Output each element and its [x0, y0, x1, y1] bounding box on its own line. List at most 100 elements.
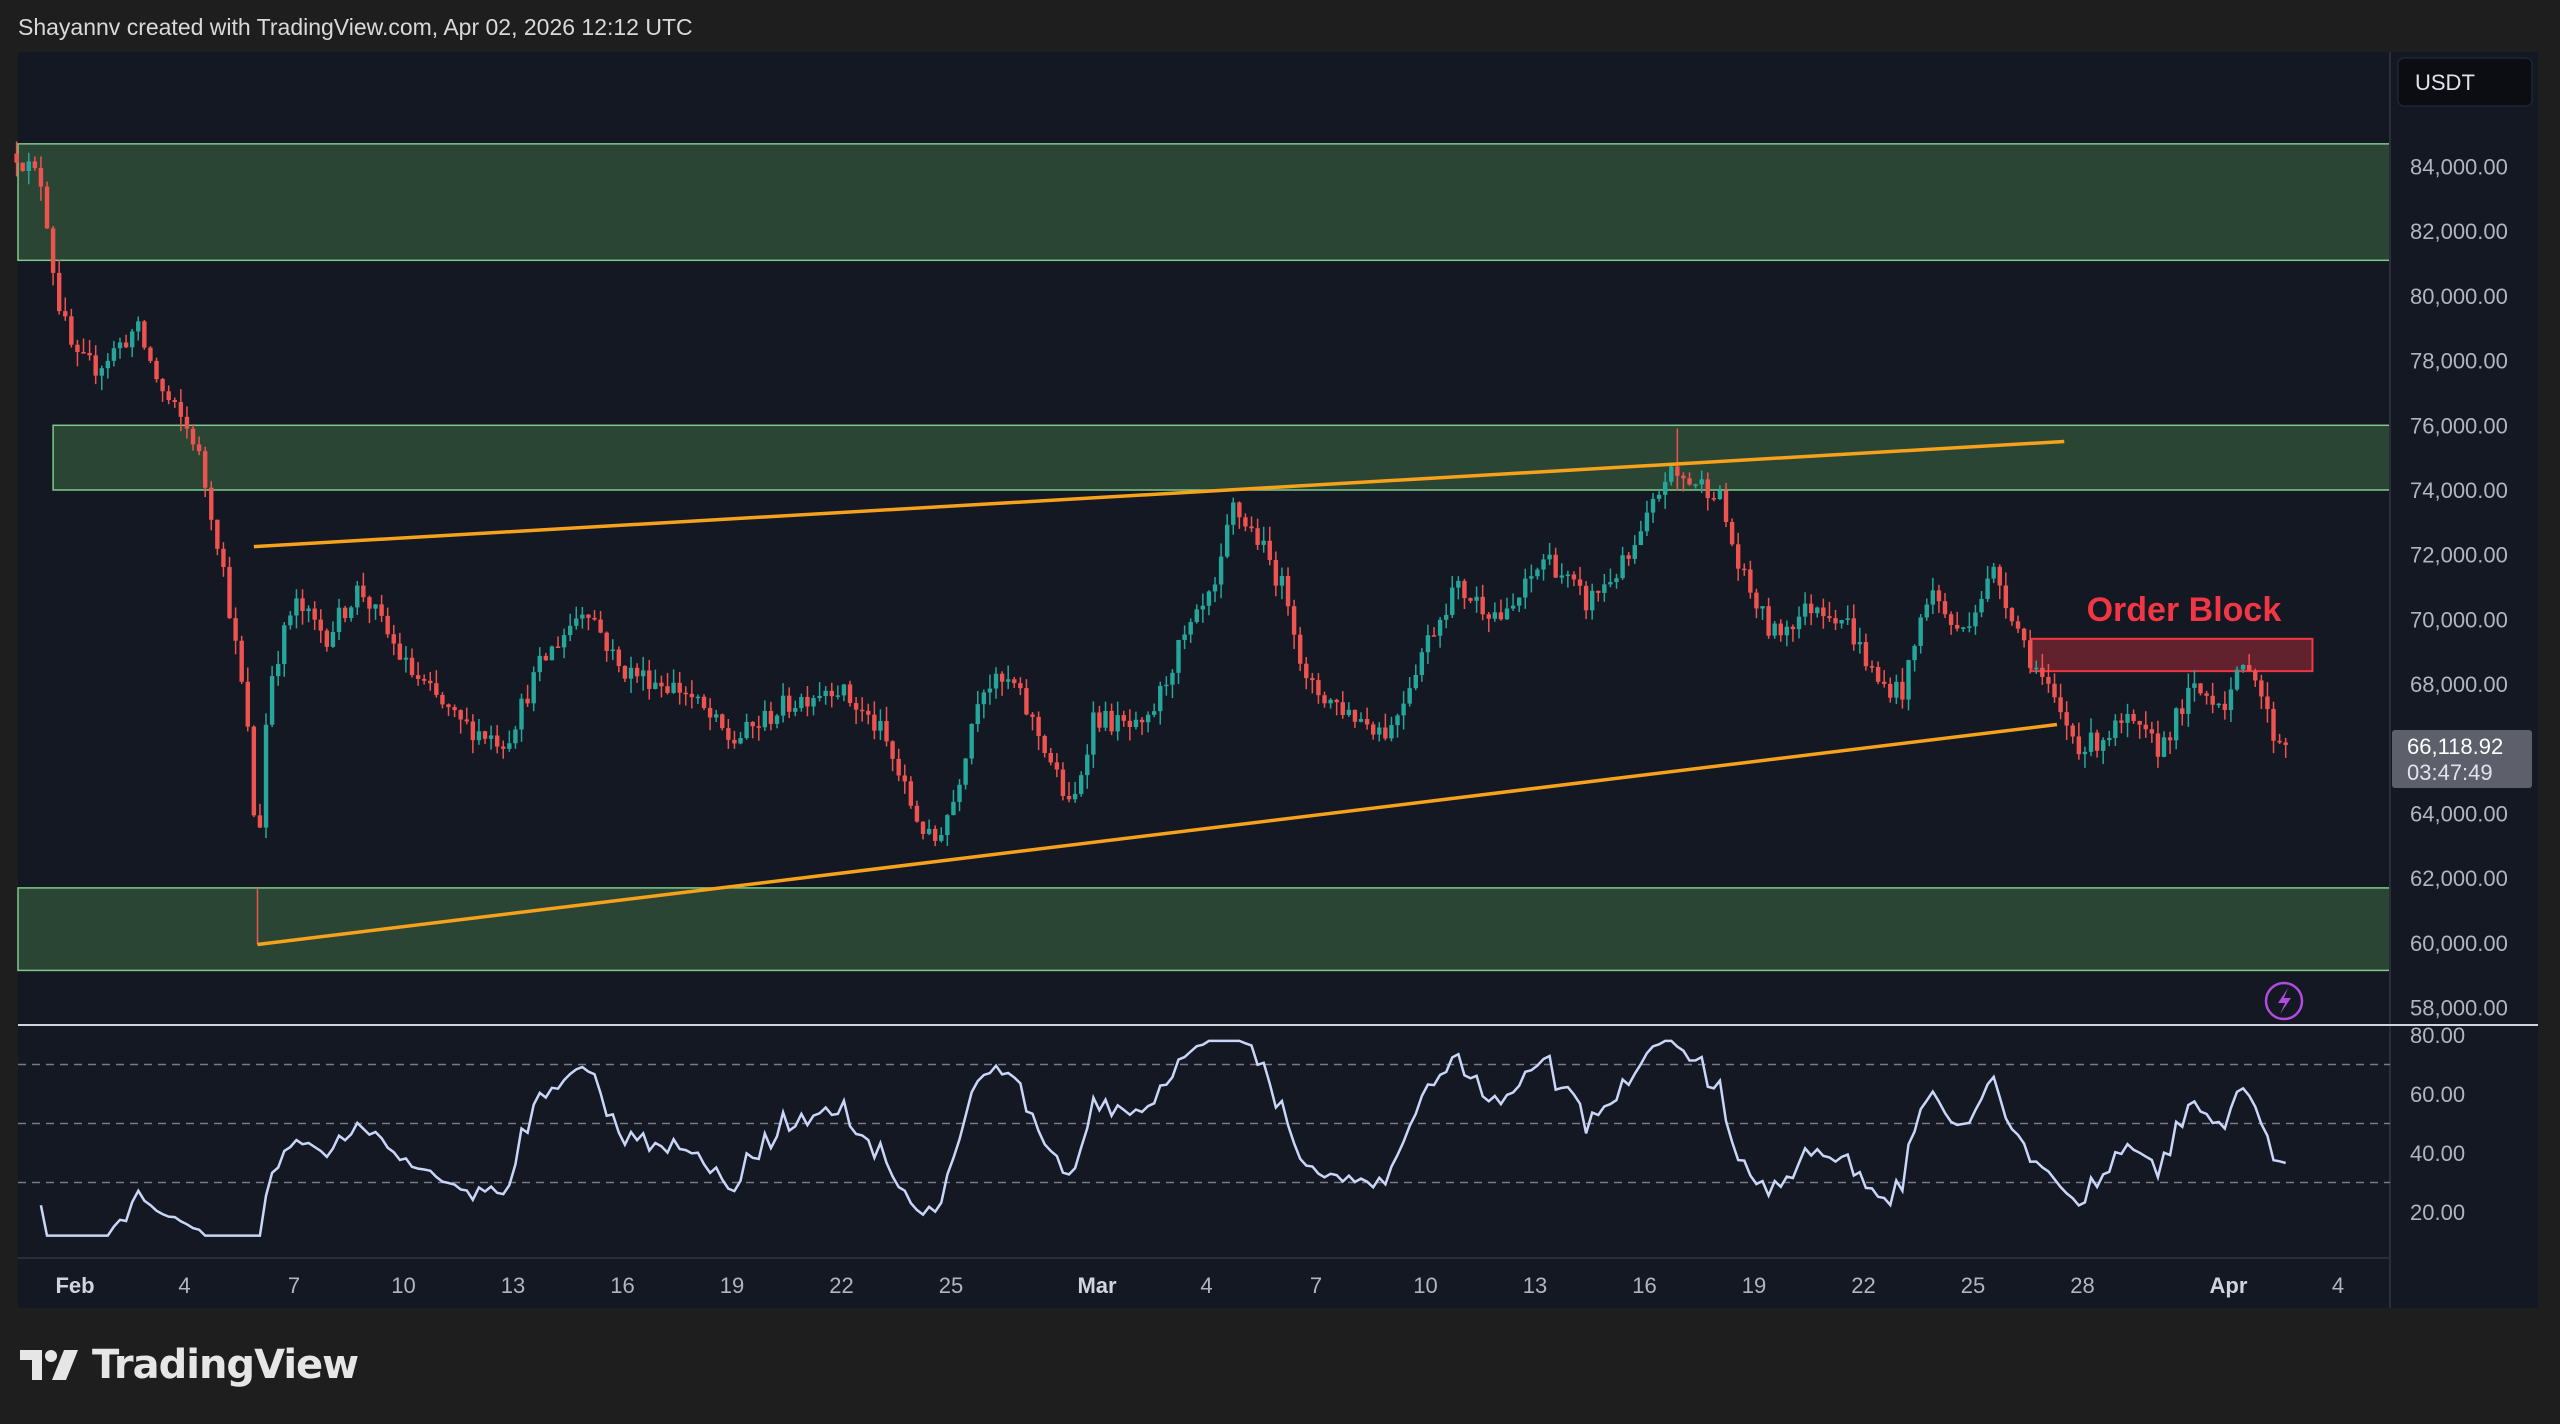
candle-body	[653, 682, 658, 689]
candle-body	[1942, 601, 1948, 615]
rsi-tick-label: 40.00	[2410, 1141, 2465, 1166]
candle-body	[2131, 713, 2136, 722]
candle-body	[1948, 614, 1954, 625]
candle-body	[1918, 617, 1923, 646]
candle-body	[2222, 703, 2228, 711]
candle-body	[1571, 574, 1577, 580]
price-tick-label: 62,000.00	[2410, 866, 2508, 891]
candle-body	[1638, 531, 1644, 546]
candle-body	[695, 696, 701, 699]
candle-body	[507, 743, 512, 749]
candle-body	[932, 828, 938, 841]
candle-body	[2240, 664, 2246, 670]
candle-body	[1541, 559, 1546, 570]
trendline	[253, 439, 2065, 549]
tradingview-logo[interactable]: TradingView	[20, 1342, 359, 1388]
candle-body	[470, 721, 476, 741]
price-tick-label: 78,000.00	[2410, 349, 2508, 374]
candle-body	[1693, 484, 1698, 486]
candle-body	[738, 738, 743, 744]
candle-body	[1802, 603, 1808, 617]
candle-body	[257, 815, 263, 828]
candle-body	[586, 614, 591, 618]
candle-body	[1614, 578, 1619, 583]
candle-body	[1869, 666, 1875, 668]
candle-body	[2192, 683, 2197, 688]
candle-body	[677, 682, 682, 693]
candle-body	[1218, 556, 1224, 585]
chart-credit: Shayannv created with TradingView.com, A…	[18, 14, 693, 40]
candle-body	[1255, 528, 1260, 545]
candle-body	[348, 607, 354, 619]
candle-body	[446, 704, 451, 708]
candle-body	[2228, 689, 2234, 711]
candle-body	[1151, 711, 1157, 715]
candle-body	[361, 585, 366, 598]
price-axis[interactable]: 84,000.00 82,000.00 80,000.00 78,000.00 76,0…	[2410, 155, 2508, 1021]
candle-body	[1480, 596, 1485, 615]
candle-body	[823, 690, 828, 696]
candle-body	[1060, 769, 1066, 796]
candle-body	[799, 696, 804, 709]
candle-body	[1863, 642, 1869, 667]
candle-body	[2277, 740, 2282, 743]
candle-body	[1091, 712, 1096, 755]
candle-body	[519, 698, 524, 730]
candle-body	[1243, 517, 1248, 527]
support-resistance-zone	[52, 424, 2391, 491]
candle-body	[1936, 590, 1942, 602]
candle-body	[622, 665, 628, 679]
candle-body	[592, 617, 597, 620]
candle-body	[1711, 498, 1717, 500]
candle-body	[1742, 568, 1747, 571]
candle-body	[2088, 732, 2094, 752]
candle-body	[1523, 578, 1528, 598]
lightning-icon[interactable]	[2264, 981, 2304, 1021]
candle-body	[336, 607, 342, 632]
currency-button[interactable]	[2397, 57, 2533, 107]
candle-body	[1164, 684, 1169, 687]
candle-body	[1249, 526, 1254, 529]
candle-body	[482, 731, 488, 739]
candle-body	[774, 715, 780, 724]
candle-body	[1602, 584, 1607, 593]
candle-body	[1577, 579, 1583, 586]
candle-body	[604, 632, 609, 651]
time-axis[interactable]: Feb 4 7 10 13 16 19 22 25 Mar 4 7 10 13 16 19 22 25 28 Apr 4	[55, 1273, 2344, 1298]
candle-body	[2034, 667, 2039, 670]
candle-body	[1212, 584, 1218, 592]
candle-body	[756, 726, 761, 728]
candle-body	[2167, 737, 2173, 741]
candle-body	[659, 682, 664, 687]
candle-body	[1431, 635, 1437, 637]
candle-body	[355, 585, 360, 608]
candle-body	[805, 696, 810, 707]
candle-body	[640, 670, 646, 677]
candle-body	[1206, 591, 1212, 606]
candle-body	[494, 735, 500, 747]
candle-body	[1790, 626, 1796, 630]
candle-body	[1425, 635, 1431, 653]
candle-body	[689, 693, 695, 698]
candle-body	[1565, 574, 1571, 576]
rsi-tick-label: 80.00	[2410, 1023, 2465, 1048]
candle-body	[99, 368, 104, 376]
candle-body	[1930, 590, 1936, 605]
candle-body	[1997, 566, 2002, 586]
candle-body	[1827, 616, 1832, 619]
time-tick-label: 10	[391, 1273, 415, 1298]
candle-body	[872, 714, 877, 731]
candle-body	[1224, 524, 1230, 557]
candle-body	[1005, 679, 1011, 682]
candle-body	[409, 657, 415, 676]
candle-body	[1383, 727, 1388, 739]
candle-body	[2070, 725, 2075, 737]
candle-body	[2271, 708, 2276, 741]
candle-body	[2253, 671, 2258, 681]
candle-body	[1650, 498, 1656, 513]
candle-body	[1973, 612, 1978, 627]
candle-body	[1796, 616, 1802, 630]
candle-body	[786, 695, 792, 712]
candle-body	[1419, 652, 1425, 675]
